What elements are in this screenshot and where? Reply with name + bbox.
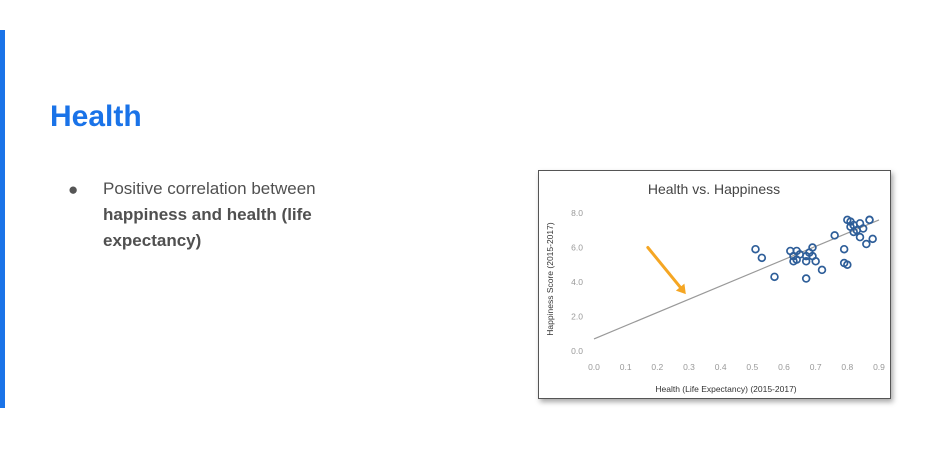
trend-line	[593, 219, 880, 340]
x-tick-label: 0.9	[873, 362, 885, 372]
scatter-point	[757, 253, 767, 263]
scatter-point	[811, 257, 820, 266]
y-tick-label: 6.0	[571, 243, 583, 253]
scatter-point	[865, 215, 874, 225]
slide-title: Health	[50, 100, 142, 133]
scatter-point	[868, 234, 877, 244]
x-tick-label: 0.0	[588, 362, 600, 372]
chart-title: Health vs. Happiness	[648, 181, 780, 197]
bullet-list: ● Positive correlation between happiness…	[68, 176, 368, 254]
x-tick-label: 0.2	[651, 362, 663, 372]
chart-x-axis-label: Health (Life Expectancy) (2015-2017)	[655, 384, 796, 394]
chart-image: Health vs. Happiness Happiness Score (20…	[538, 170, 891, 399]
scatter-point	[830, 231, 839, 240]
y-tick-label: 2.0	[571, 312, 583, 322]
x-tick-label: 0.7	[810, 362, 822, 372]
scatter-chart: Health vs. Happiness Happiness Score (20…	[545, 181, 885, 394]
arrow-annotation-icon	[675, 283, 686, 295]
bullet-text-normal: Positive correlation between	[103, 179, 316, 198]
scatter-point	[855, 232, 865, 242]
scatter-point	[751, 244, 760, 254]
scatter-point	[801, 257, 811, 266]
scatter-point	[770, 272, 779, 282]
x-tick-label: 0.4	[715, 362, 727, 372]
scatter-point	[843, 260, 852, 269]
bullet-item: ● Positive correlation between happiness…	[68, 176, 368, 254]
x-tick-label: 0.5	[746, 362, 758, 372]
scatter-point	[858, 224, 868, 233]
arrow-annotation-shaft	[646, 246, 682, 289]
x-tick-label: 0.8	[841, 362, 853, 372]
chart-y-axis-label: Happiness Score (2015-2017)	[545, 222, 555, 336]
y-tick-label: 4.0	[571, 277, 583, 287]
bullet-dot-icon: ●	[68, 180, 79, 199]
scatter-point	[817, 265, 827, 275]
y-tick-label: 0.0	[571, 346, 583, 356]
bullet-text-bold: happiness and health (life expectancy)	[103, 205, 312, 250]
scatter-point	[862, 239, 871, 249]
x-tick-label: 0.3	[683, 362, 695, 372]
scatter-point	[808, 243, 817, 252]
y-tick-label: 8.0	[571, 208, 583, 218]
scatter-point	[801, 274, 811, 283]
x-tick-label: 0.6	[778, 362, 790, 372]
accent-bar	[0, 30, 5, 408]
x-tick-label: 0.1	[620, 362, 632, 372]
scatter-point	[839, 244, 849, 254]
